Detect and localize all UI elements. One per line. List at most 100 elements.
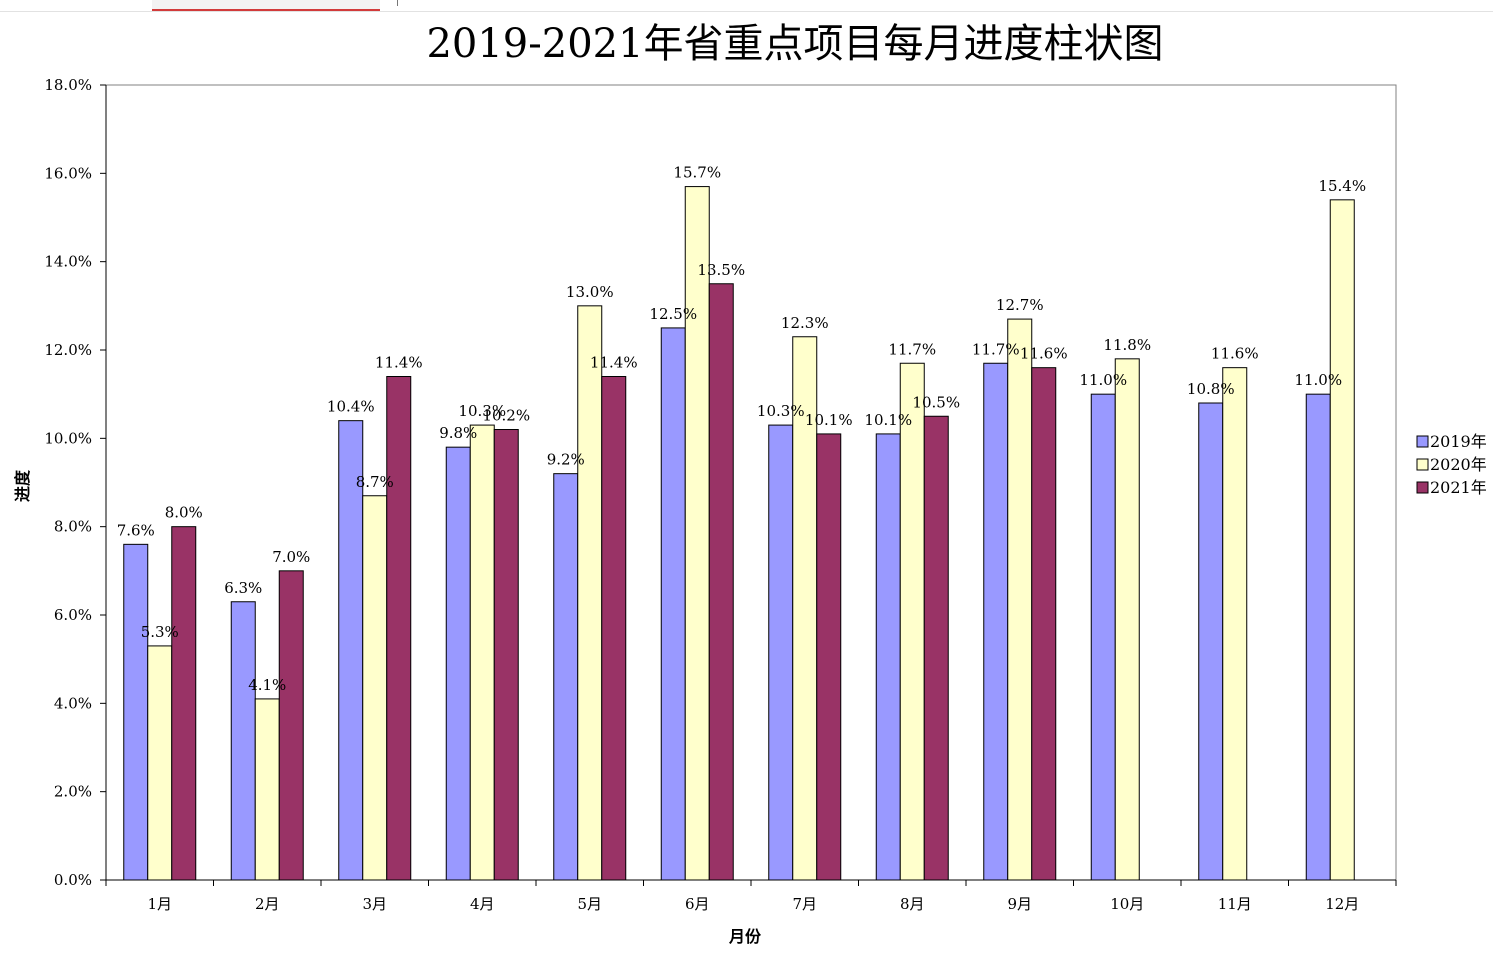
data-label: 10.3% [757,402,805,420]
bar [577,305,603,881]
bar [923,415,949,881]
bar [816,433,842,881]
data-label: 12.3% [781,314,829,332]
x-tick-label: 5月 [577,895,602,913]
data-label: 15.4% [1318,177,1366,195]
y-tick-label: 6.0% [54,606,92,624]
data-label: 15.7% [673,164,721,182]
bar [278,570,304,881]
data-label: 11.4% [590,354,638,372]
bar [254,698,280,881]
data-label: 4.1% [248,676,286,694]
tab-separator [397,0,398,6]
x-axis-title: 月份 [728,927,762,946]
data-label: 11.8% [1103,336,1151,354]
data-label: 9.2% [547,451,585,469]
browser-tab-strip [0,0,1493,12]
bar-series-group [123,186,1355,881]
x-tick-label: 2月 [255,895,280,913]
y-tick-label: 0.0% [54,871,92,889]
y-tick-label: 18.0% [44,76,92,94]
legend-label: 2021年 [1430,478,1487,497]
y-axis-title: 进度 [13,469,32,502]
bar [792,336,818,881]
bar [660,327,686,881]
data-label: 12.7% [996,296,1044,314]
x-tick-label: 3月 [362,895,387,913]
bar [768,424,794,881]
plot-area [105,84,1397,881]
data-label: 8.7% [356,473,394,491]
y-tick-label: 4.0% [54,694,92,712]
data-label: 7.6% [117,521,155,539]
data-label: 9.8% [439,424,477,442]
data-label: 7.0% [272,548,310,566]
data-label: 11.6% [1020,345,1068,363]
data-label: 11.0% [1079,371,1127,389]
bar [601,376,627,881]
y-tick-label: 2.0% [54,783,92,801]
x-tick-label: 1月 [147,895,172,913]
bar [362,495,388,881]
chart-title: 2019-2021年省重点项目每月进度柱状图 [426,21,1163,67]
legend-swatch [1416,435,1429,448]
bar [684,186,710,881]
bar [1222,367,1248,881]
bar [708,283,734,881]
bar [338,420,364,881]
data-label: 10.2% [482,407,530,425]
bar [445,446,471,881]
y-tick-label: 12.0% [44,341,92,359]
bar [469,424,495,881]
bar [123,543,149,881]
data-label: 10.8% [1187,380,1235,398]
data-label: 5.3% [141,623,179,641]
y-tick-label: 10.0% [44,429,92,447]
bar [553,473,579,881]
x-tick-label: 7月 [792,895,817,913]
data-label: 11.7% [888,340,936,358]
legend-swatch [1416,481,1429,494]
x-tick-label: 8月 [900,895,925,913]
bar [899,362,925,881]
bar [1031,367,1057,881]
bar [386,376,412,881]
data-label: 12.5% [649,305,697,323]
bar [1007,318,1033,881]
bar [1090,393,1116,881]
data-label: 10.1% [864,411,912,429]
y-tick-label: 16.0% [44,164,92,182]
y-tick-label: 14.0% [44,253,92,271]
bar [230,601,256,881]
data-label: 11.4% [375,354,423,372]
data-label: 11.0% [1294,371,1342,389]
x-tick-label: 12月 [1325,895,1359,913]
data-label: 8.0% [165,504,203,522]
y-tick-label: 8.0% [54,518,92,536]
data-label: 6.3% [224,579,262,597]
data-label: 10.1% [805,411,853,429]
bar [1329,199,1355,881]
x-tick-label: 11月 [1218,895,1252,913]
bar [1305,393,1331,881]
data-label-group: 7.6%6.3%10.4%9.8%9.2%12.5%10.3% 10.1%11.7… [117,164,1366,694]
legend-swatch [1416,458,1429,471]
data-label: 10.3% [458,402,506,420]
bar [493,429,519,881]
legend-label: 2019年 [1430,432,1487,451]
x-tick-label: 10月 [1110,895,1144,913]
bar [1114,358,1140,881]
data-label: 10.4% [327,398,375,416]
bar [147,645,173,881]
x-tick-label: 9月 [1007,895,1032,913]
bar [983,362,1009,881]
data-label: 11.7% [972,340,1020,358]
x-axis: 1月 2月 3月 4月 5月 6月 7月 8月 9月 10月 11月 12月 [105,879,1397,913]
x-tick-label: 6月 [685,895,710,913]
browser-tab[interactable] [152,0,380,11]
legend-label: 2020年 [1430,455,1487,474]
data-label: 13.0% [566,283,614,301]
data-label: 13.5% [697,261,745,279]
y-axis: 0.0% 2.0% 4.0% 6.0% 8.0% 10.0% 12.0% 14.0% 16.0%… [44,76,107,889]
